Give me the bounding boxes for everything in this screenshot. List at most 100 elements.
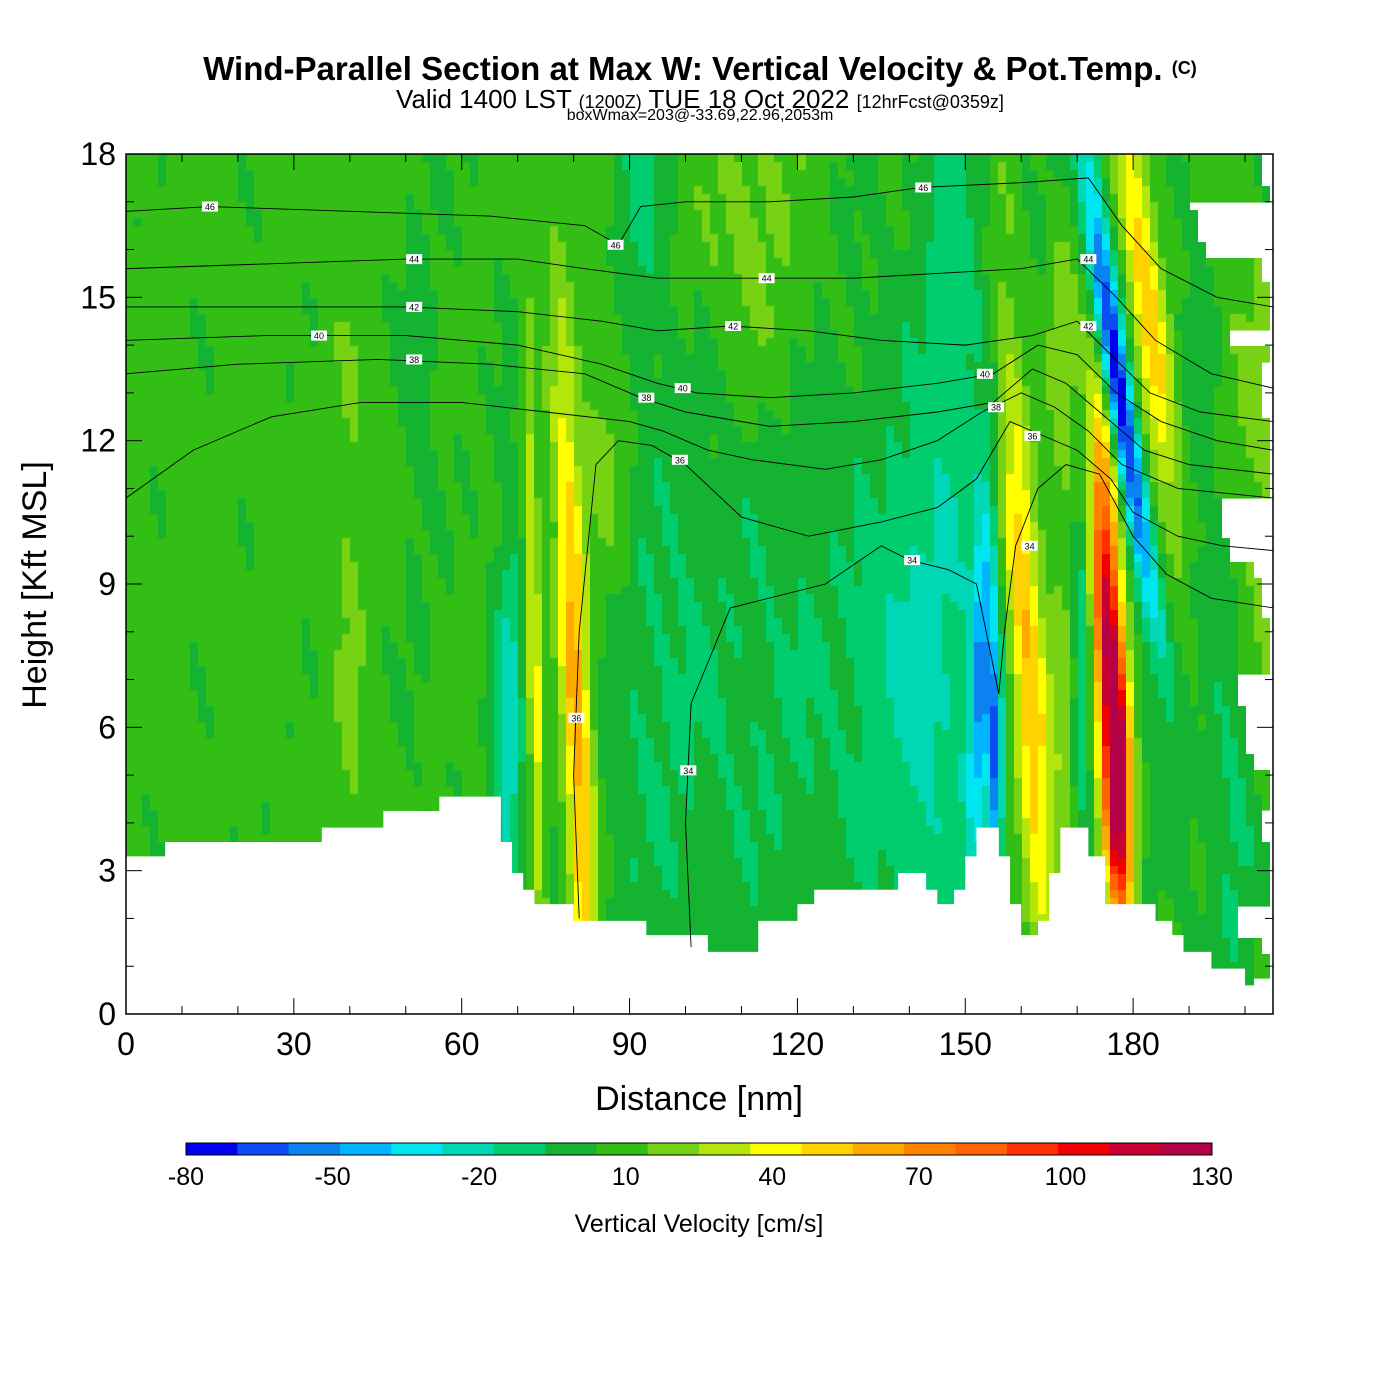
velocity-cell (1006, 170, 1022, 179)
velocity-cell (1182, 498, 1198, 507)
velocity-cell (502, 682, 518, 691)
velocity-cell (1038, 570, 1046, 579)
velocity-cell (1126, 418, 1134, 427)
velocity-cell (1118, 538, 1126, 547)
velocity-cell (742, 794, 758, 803)
velocity-cell (494, 746, 502, 755)
velocity-cell (1110, 818, 1126, 827)
velocity-cell (478, 178, 614, 187)
velocity-cell (886, 498, 934, 507)
velocity-cell (126, 690, 198, 699)
velocity-cell (1022, 610, 1030, 619)
velocity-cell (526, 346, 534, 355)
velocity-cell (998, 370, 1006, 379)
velocity-cell (1198, 714, 1206, 723)
velocity-cell (1142, 506, 1150, 515)
velocity-cell (630, 562, 638, 571)
velocity-cell (198, 706, 214, 715)
velocity-cell (1030, 746, 1038, 755)
velocity-cell (1094, 658, 1102, 667)
velocity-cell (486, 394, 518, 403)
velocity-cell (534, 858, 542, 867)
velocity-cell (422, 770, 446, 779)
velocity-cell (886, 210, 910, 219)
velocity-cell (526, 450, 534, 459)
velocity-cell (1174, 386, 1182, 395)
velocity-cell (558, 306, 566, 315)
velocity-cell (534, 898, 550, 907)
velocity-cell (710, 746, 726, 755)
velocity-cell (1070, 530, 1086, 539)
velocity-cell (342, 362, 358, 371)
velocity-cell (982, 346, 990, 355)
velocity-cell (886, 682, 950, 691)
velocity-cell (990, 354, 998, 363)
velocity-cell (998, 506, 1006, 515)
velocity-cell (1142, 842, 1150, 851)
velocity-cell (854, 170, 878, 179)
velocity-cell (622, 330, 678, 339)
velocity-cell (1142, 826, 1150, 835)
velocity-cell (654, 658, 678, 667)
velocity-cell (1254, 858, 1270, 867)
velocity-cell (734, 818, 750, 827)
velocity-cell (1094, 714, 1102, 723)
velocity-cell (1070, 706, 1078, 715)
velocity-cell (838, 586, 910, 595)
velocity-cell (566, 338, 574, 347)
velocity-cell (966, 362, 998, 371)
velocity-cell (1190, 466, 1214, 475)
velocity-cell (614, 170, 630, 179)
velocity-cell (878, 874, 894, 883)
velocity-cell (566, 754, 574, 763)
velocity-cell (1110, 754, 1126, 763)
velocity-cell (1070, 674, 1078, 683)
velocity-cell (654, 482, 670, 491)
velocity-cell (726, 218, 758, 227)
velocity-cell (1174, 210, 1198, 219)
velocity-cell (1238, 770, 1254, 779)
velocity-cell (1014, 762, 1022, 771)
velocity-cell (1150, 658, 1174, 667)
velocity-cell (758, 418, 782, 427)
velocity-cell (502, 514, 518, 523)
velocity-cell (526, 354, 534, 363)
velocity-cell (638, 258, 654, 267)
velocity-cell (126, 466, 150, 475)
velocity-cell (510, 842, 518, 851)
velocity-cell (734, 602, 766, 611)
velocity-cell (1254, 458, 1270, 467)
velocity-cell (238, 170, 254, 179)
velocity-cell (558, 378, 574, 387)
velocity-cell (550, 314, 558, 323)
velocity-cell (886, 666, 942, 675)
velocity-cell (838, 170, 854, 179)
velocity-cell (510, 554, 518, 563)
velocity-cell (542, 546, 550, 555)
velocity-cell (1110, 626, 1118, 635)
velocity-cell (1118, 282, 1126, 291)
velocity-cell (534, 738, 542, 747)
velocity-cell (310, 642, 342, 651)
velocity-cell (686, 794, 694, 803)
velocity-cell (526, 498, 534, 507)
velocity-cell (1142, 282, 1150, 291)
velocity-cell (1094, 242, 1102, 251)
velocity-cell (1006, 682, 1014, 691)
velocity-cell (1094, 586, 1102, 595)
velocity-cell (1142, 730, 1222, 739)
velocity-cell (1038, 514, 1086, 523)
velocity-cell (1046, 738, 1054, 747)
velocity-cell (166, 506, 238, 515)
velocity-cell (526, 490, 534, 499)
velocity-cell (1102, 682, 1110, 691)
velocity-cell (558, 538, 566, 547)
velocity-cell (926, 250, 974, 259)
velocity-cell (566, 538, 574, 547)
velocity-cell (238, 178, 254, 187)
velocity-cell (1150, 426, 1158, 435)
velocity-cell (1182, 410, 1214, 419)
velocity-cell (1070, 538, 1086, 547)
velocity-cell (1118, 418, 1126, 427)
velocity-cell (358, 682, 390, 691)
